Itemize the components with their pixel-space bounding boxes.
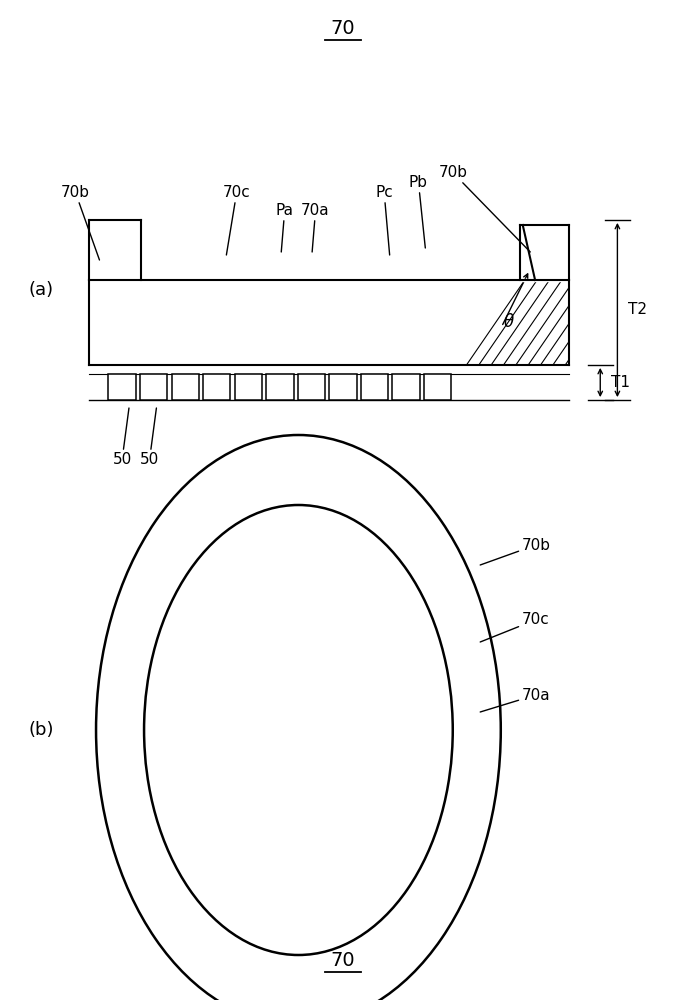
Bar bbox=[89, 280, 569, 365]
Text: (a): (a) bbox=[29, 281, 54, 299]
Bar bbox=[235, 374, 262, 400]
Text: 50: 50 bbox=[140, 408, 159, 467]
Text: 70b: 70b bbox=[480, 538, 550, 565]
Text: 70: 70 bbox=[331, 951, 355, 970]
Bar bbox=[361, 374, 388, 400]
Bar bbox=[172, 374, 199, 400]
Text: 50: 50 bbox=[113, 408, 132, 467]
Text: 70b: 70b bbox=[61, 185, 99, 260]
Text: Pb: Pb bbox=[409, 175, 428, 248]
Text: 70c: 70c bbox=[223, 185, 250, 255]
Bar bbox=[89, 220, 141, 280]
Bar bbox=[329, 374, 357, 400]
Text: 70a: 70a bbox=[301, 203, 330, 252]
Text: 70a: 70a bbox=[480, 688, 550, 712]
Bar bbox=[108, 374, 136, 400]
Text: 70b: 70b bbox=[438, 165, 530, 252]
Bar bbox=[520, 225, 569, 280]
Bar bbox=[140, 374, 167, 400]
Text: T2: T2 bbox=[628, 302, 648, 318]
Text: T1: T1 bbox=[611, 375, 630, 390]
Bar bbox=[392, 374, 420, 400]
Bar bbox=[424, 374, 451, 400]
Bar bbox=[266, 374, 294, 400]
Bar bbox=[298, 374, 325, 400]
Text: 70: 70 bbox=[331, 19, 355, 38]
Text: 70c: 70c bbox=[480, 612, 549, 642]
Text: Pc: Pc bbox=[375, 185, 393, 255]
Text: Pa: Pa bbox=[276, 203, 294, 252]
Bar bbox=[203, 374, 230, 400]
Text: (b): (b) bbox=[29, 721, 54, 739]
Text: $\theta$: $\theta$ bbox=[503, 313, 514, 331]
